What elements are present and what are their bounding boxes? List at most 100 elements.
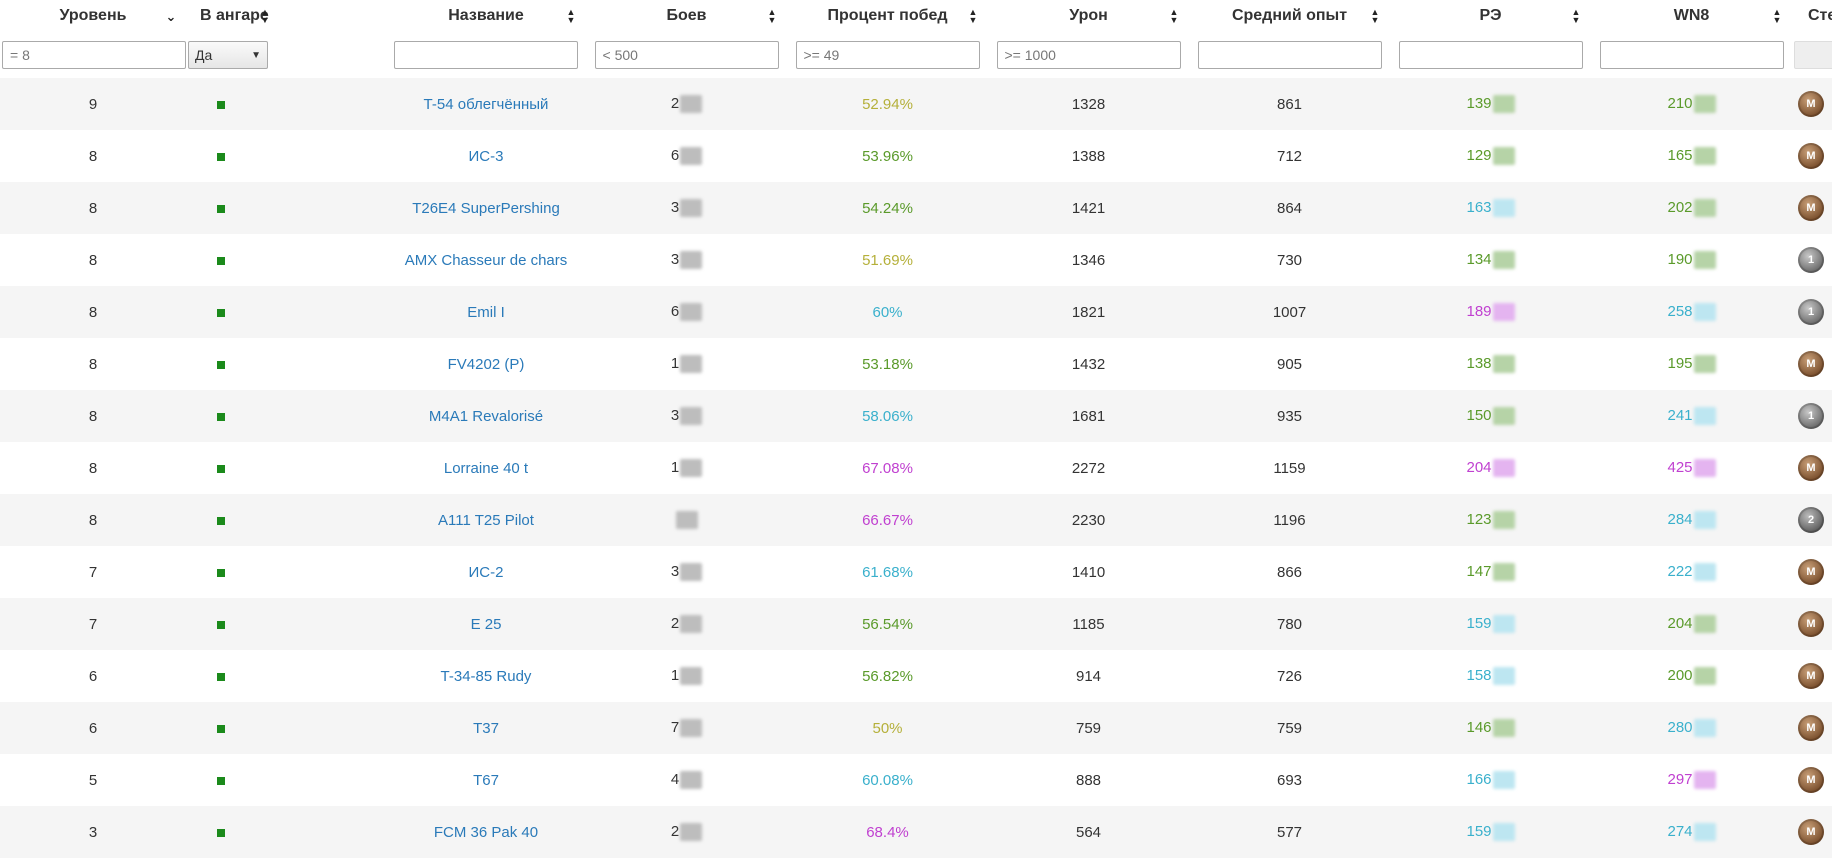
filter-re-input[interactable] xyxy=(1398,41,1583,69)
tank-name-link[interactable]: T-54 облегчённый xyxy=(423,95,549,113)
battles-value: 3 xyxy=(670,562,680,580)
in-hangar-icon xyxy=(217,412,225,421)
damage-value: 2272 xyxy=(1071,459,1106,477)
level-value: 8 xyxy=(88,511,98,529)
tank-name-link[interactable]: T37 xyxy=(473,719,499,737)
tank-name-link[interactable]: ИС-3 xyxy=(468,147,504,165)
winrate-value: 52.94% xyxy=(862,95,913,113)
winrate-value: 51.69% xyxy=(862,251,913,269)
tank-name-link[interactable]: Lorraine 40 t xyxy=(443,459,529,477)
filter-avg-exp-input[interactable] xyxy=(1197,41,1382,69)
avg-exp-value: 905 xyxy=(1276,355,1303,373)
tank-name-link[interactable]: FV4202 (P) xyxy=(447,355,525,373)
cell-avg-exp: 1159 xyxy=(1189,442,1390,494)
redacted-value xyxy=(680,407,703,426)
cell-name: T67 xyxy=(386,754,586,806)
winrate-value: 60% xyxy=(872,303,903,321)
header-name[interactable]: Название ▲ ▼ xyxy=(386,0,586,32)
header-damage[interactable]: Урон ▲ ▼ xyxy=(988,0,1189,32)
filter-mastery-input[interactable] xyxy=(1794,41,1832,69)
sort-icon[interactable]: ▲ ▼ xyxy=(1571,7,1581,25)
redacted-value xyxy=(1693,667,1716,686)
winrate-value: 66.67% xyxy=(862,511,913,529)
wn8-value: 195 xyxy=(1667,354,1693,372)
cell-level: 7 xyxy=(0,598,186,650)
filter-level-input[interactable] xyxy=(2,41,186,69)
header-label: РЭ xyxy=(1479,7,1502,24)
level-value: 6 xyxy=(88,719,98,737)
sort-icon[interactable]: ▲ ▼ xyxy=(767,7,777,25)
redacted-value xyxy=(1693,823,1716,842)
cell-level: 6 xyxy=(0,650,186,702)
cell-name: T-54 облегчённый xyxy=(386,78,586,130)
tank-name-link[interactable]: E 25 xyxy=(470,615,502,633)
winrate-value: 56.54% xyxy=(862,615,913,633)
sort-icon[interactable]: ▲ ▼ xyxy=(1169,7,1179,25)
tank-name-link[interactable]: Emil I xyxy=(467,303,505,321)
redacted-value xyxy=(680,719,703,738)
sort-icon[interactable]: ▲ ▼ xyxy=(1772,7,1782,25)
sort-icon[interactable]: ▲ ▼ xyxy=(1370,7,1380,25)
cell-battles: 3 xyxy=(586,546,787,598)
filter-wn8-input[interactable] xyxy=(1599,41,1784,69)
sort-icon[interactable]: ▲ ▼ xyxy=(566,7,576,25)
cell-mastery: M xyxy=(1792,130,1832,182)
re-value: 139 xyxy=(1466,94,1492,112)
tank-name-link[interactable]: ИС-2 xyxy=(468,563,504,581)
tank-name-link[interactable]: M4A1 Revalorisé xyxy=(428,407,544,425)
header-re[interactable]: РЭ ▲ ▼ xyxy=(1390,0,1591,32)
redacted-value xyxy=(1492,615,1515,634)
cell-battles: 3 xyxy=(586,390,787,442)
cell-level: 8 xyxy=(0,390,186,442)
cell-mastery: M xyxy=(1792,546,1832,598)
cell-wn8: 195 xyxy=(1591,338,1792,390)
cell-battles: 2 xyxy=(586,598,787,650)
damage-value: 1432 xyxy=(1071,355,1106,373)
filter-damage-input[interactable] xyxy=(996,41,1181,69)
filter-battles-input[interactable] xyxy=(594,41,779,69)
redacted-value xyxy=(1693,407,1716,426)
cell-name: ИС-2 xyxy=(386,546,586,598)
damage-value: 1388 xyxy=(1071,147,1106,165)
header-hangar[interactable]: В ангаре ▲ ▼ xyxy=(186,0,386,32)
cell-damage: 759 xyxy=(988,702,1189,754)
sort-icon[interactable]: ▲ ▼ xyxy=(968,7,978,25)
damage-value: 2230 xyxy=(1071,511,1106,529)
tank-name-link[interactable]: T-34-85 Rudy xyxy=(440,667,532,685)
level-value: 7 xyxy=(88,563,98,581)
tank-name-link[interactable]: T26E4 SuperPershing xyxy=(412,199,560,217)
filter-name-input[interactable] xyxy=(394,41,578,69)
cell-level: 3 xyxy=(0,806,186,858)
redacted-value xyxy=(1492,667,1515,686)
re-value: 159 xyxy=(1466,614,1492,632)
filter-winrate-input[interactable] xyxy=(795,41,980,69)
sort-icon[interactable]: ▲ ▼ xyxy=(260,7,270,25)
redacted-value xyxy=(680,771,703,790)
wn8-value: 200 xyxy=(1667,666,1693,684)
cell-winrate: 56.82% xyxy=(787,650,988,702)
mastery-badge-icon: M xyxy=(1798,819,1824,845)
tank-name-link[interactable]: T67 xyxy=(473,771,499,789)
header-battles[interactable]: Боев ▲ ▼ xyxy=(586,0,787,32)
header-level[interactable]: Уровень ⌄ xyxy=(0,0,186,32)
sort-desc-icon[interactable]: ⌄ xyxy=(165,8,177,24)
tank-name-link[interactable]: A111 T25 Pilot xyxy=(438,511,534,529)
redacted-value xyxy=(1492,95,1515,114)
cell-hangar xyxy=(186,234,386,286)
cell-re: 204 xyxy=(1390,442,1591,494)
header-wn8[interactable]: WN8 ▲ ▼ xyxy=(1591,0,1792,32)
filter-hangar-select[interactable]: Да ▼ xyxy=(188,41,268,69)
cell-hangar xyxy=(186,494,386,546)
header-mastery[interactable]: Степень xyxy=(1792,0,1832,32)
table-row: 8 M4A1 Revalorisé 3 58.06% 1681 935 150 241 1 xyxy=(0,390,1832,442)
tank-name-link[interactable]: FCM 36 Pak 40 xyxy=(433,823,539,841)
cell-name: A111 T25 Pilot xyxy=(386,494,586,546)
header-winrate[interactable]: Процент побед ▲ ▼ xyxy=(787,0,988,32)
tank-name-link[interactable]: AMX Chasseur de chars xyxy=(404,251,568,269)
cell-name: FV4202 (P) xyxy=(386,338,586,390)
cell-hangar xyxy=(186,442,386,494)
header-avg-exp[interactable]: Средний опыт ▲ ▼ xyxy=(1189,0,1390,32)
redacted-value xyxy=(1693,95,1716,114)
header-label: Процент побед xyxy=(827,7,948,24)
cell-wn8: 241 xyxy=(1591,390,1792,442)
